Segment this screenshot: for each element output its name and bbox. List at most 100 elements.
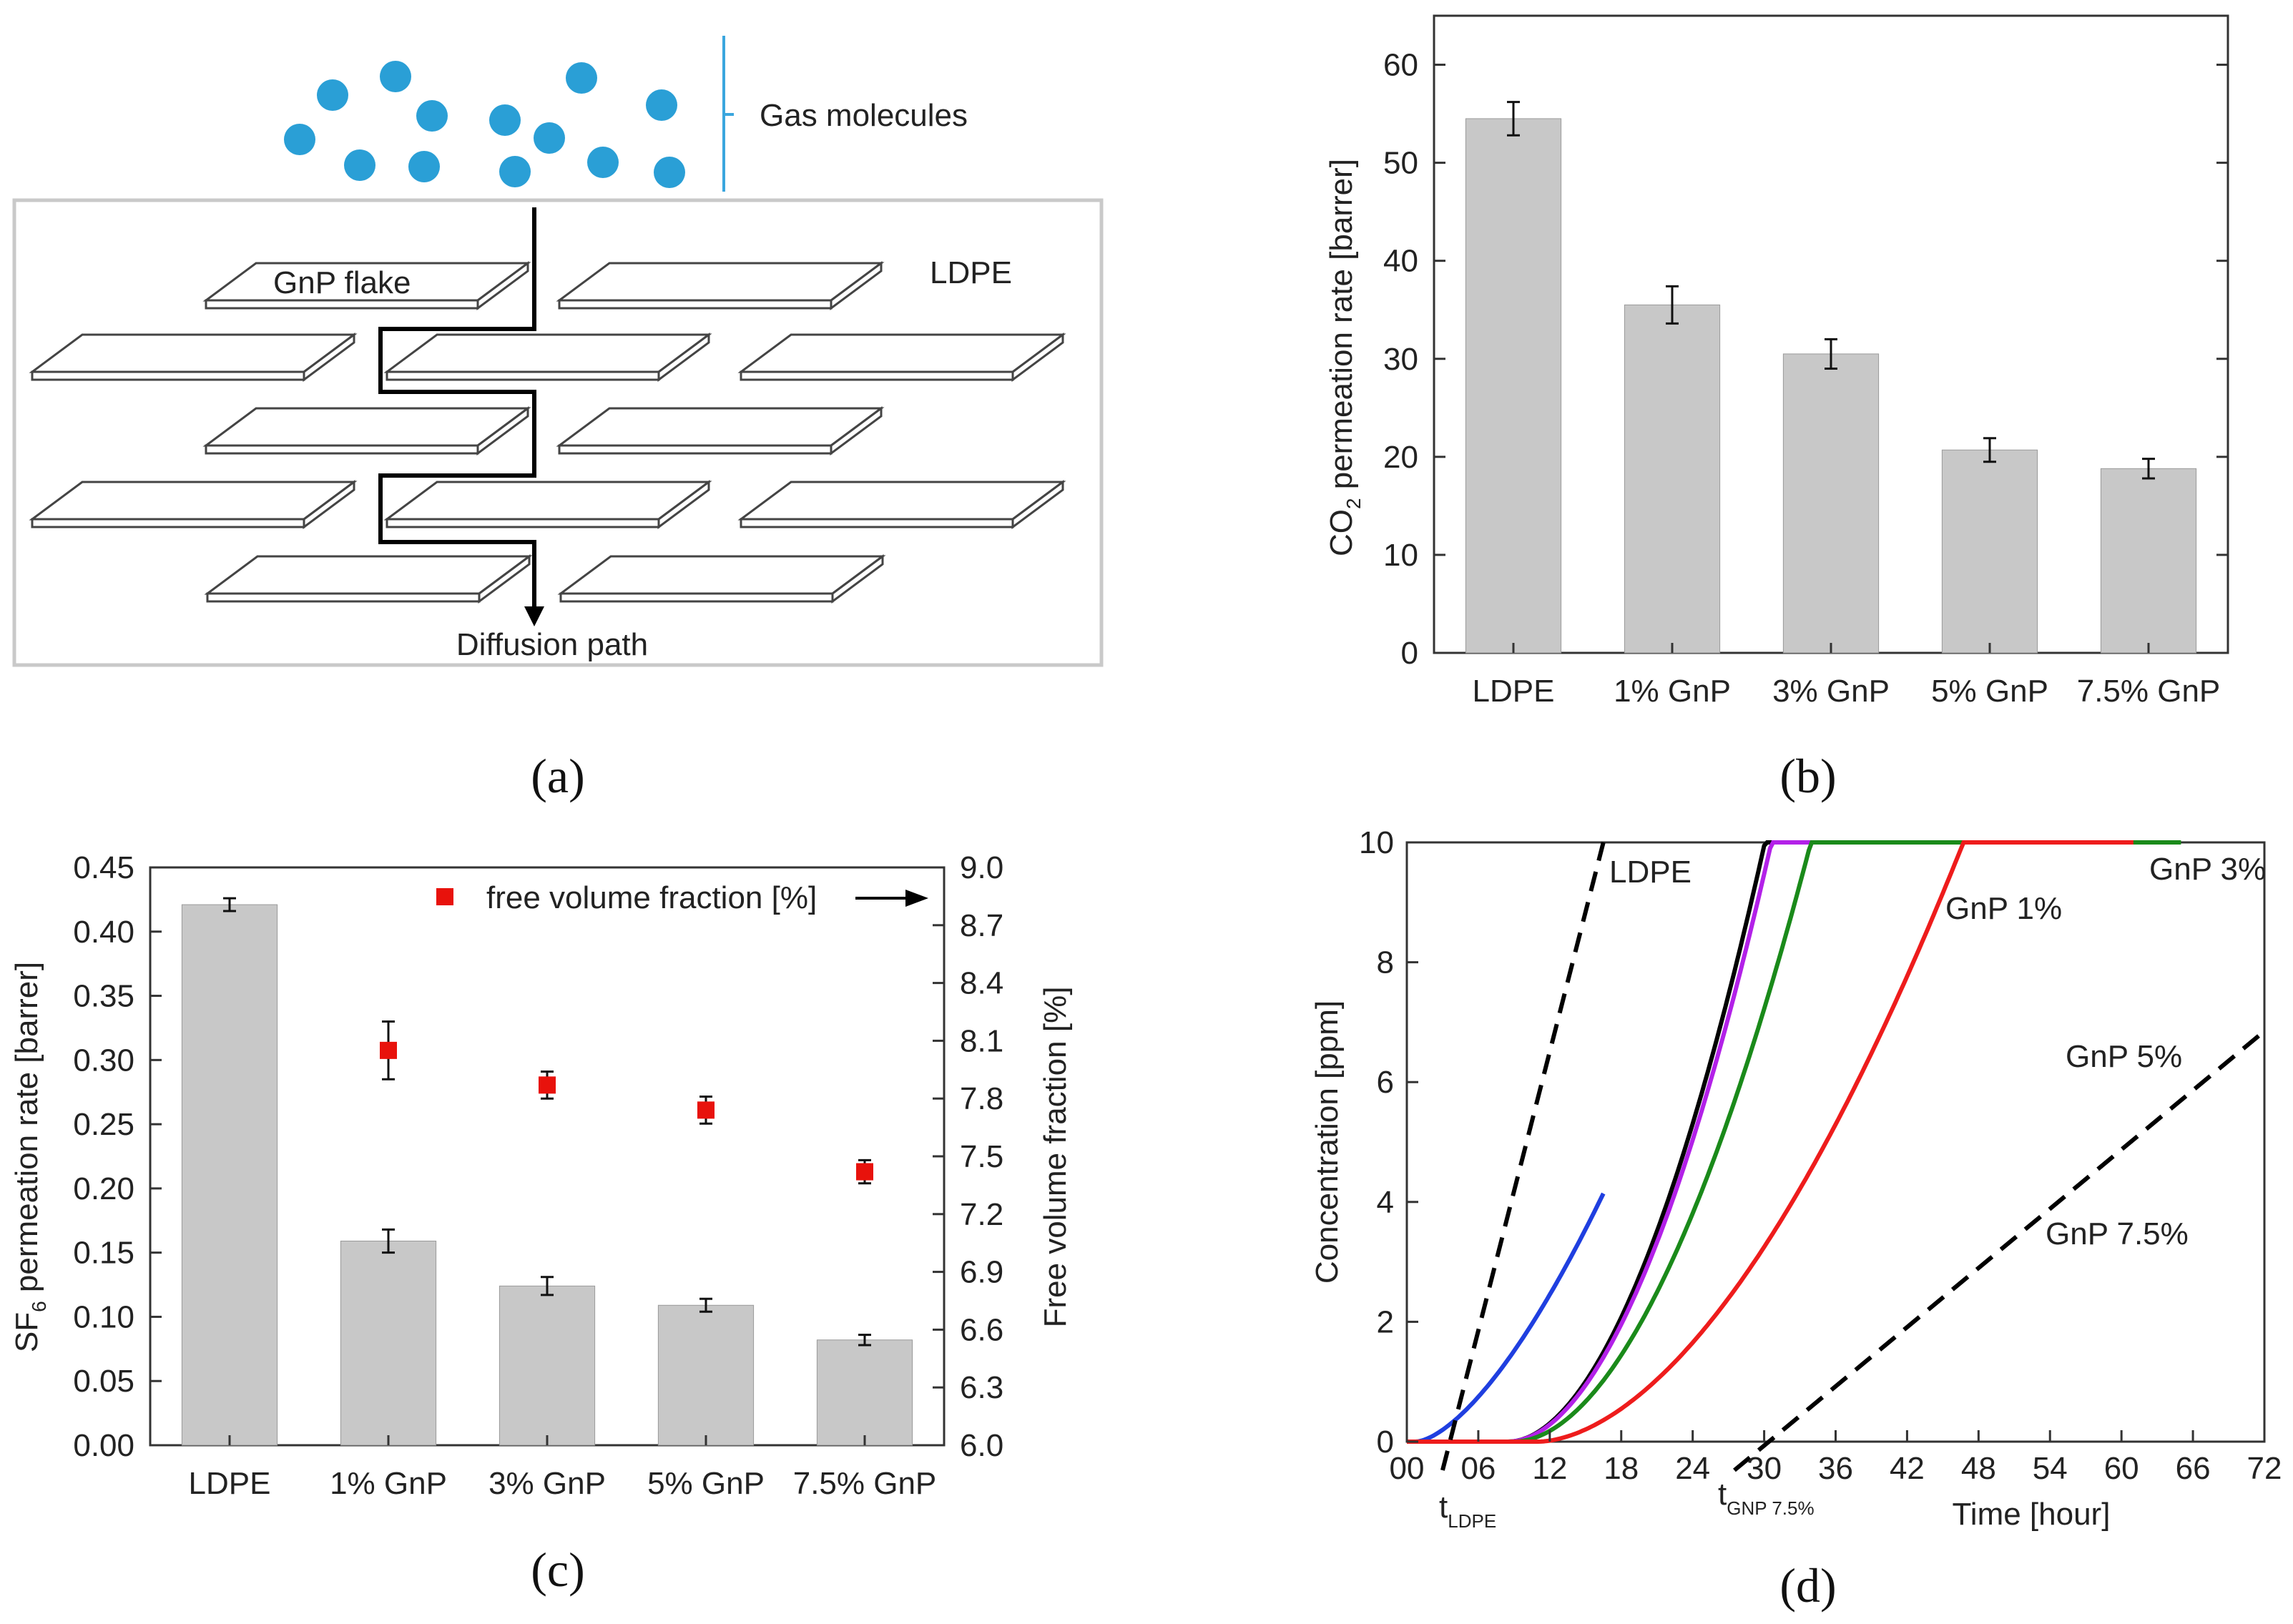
lag-gnp75-sub: GNP 7.5% [1727, 1497, 1814, 1519]
gas-molecule-icon [344, 149, 375, 181]
panel-c-sf6-chart: 0.00 0.05 0.10 0.15 0.20 0.25 0.30 0.35 0.40 0.45… [9, 850, 1073, 1597]
gas-molecule-icon [587, 147, 619, 178]
asymptote-line [1733, 1029, 2266, 1472]
x-tick-label: 1% GnP [1614, 674, 1731, 709]
y-tick-label: 10 [1383, 538, 1418, 573]
chart-c-free-volume-points [380, 1020, 873, 1185]
gnp-flakes [29, 261, 1066, 604]
ldpe-matrix-label: LDPE [930, 255, 1012, 290]
y-tick-label: 0.25 [73, 1107, 134, 1142]
y-tick-label: 0 [1401, 636, 1418, 671]
chart-d-x-ticks: 00 06 12 18 24 30 36 42 48 54 60 66 72 [1390, 1430, 2282, 1486]
bar-1 [1465, 118, 1562, 654]
y-tick-label: 0 [1377, 1424, 1394, 1460]
y-tick-label: 4 [1377, 1185, 1394, 1220]
y2-tick-label: 7.8 [960, 1081, 1003, 1116]
y-tick-label: 8 [1377, 945, 1394, 980]
panel-label-a: (a) [531, 749, 584, 803]
asymptote-line [1440, 842, 1606, 1471]
chart-c-x-labels: LDPE 1% GnP 3% GnP 5% GnP 7.5% GnP [189, 1435, 937, 1501]
y2-tick-label: 7.2 [960, 1197, 1003, 1232]
bar-4 [1941, 449, 2038, 654]
x-tick-label: 54 [2033, 1451, 2068, 1486]
fvf-point-2 [380, 1041, 397, 1059]
gas-molecule-icon [654, 157, 685, 188]
curve-ldpe [1407, 1192, 1606, 1444]
gas-molecule-icon [489, 104, 521, 136]
series-label: GnP 7.5% [2046, 1216, 2189, 1251]
y-tick-label: 0.45 [73, 850, 134, 885]
diffusion-path-line [378, 207, 536, 611]
y2-tick-label: 8.1 [960, 1023, 1003, 1058]
lag-time-label-gnp75: tGNP 7.5% [1718, 1477, 1815, 1519]
lag-ldpe-main: t [1439, 1490, 1448, 1525]
chart-d-plot-frame [1405, 841, 2266, 1443]
y-tick-label: 10 [1359, 825, 1394, 860]
gnp-flake [204, 554, 533, 604]
gas-molecules [284, 61, 685, 188]
y-tick-label: 0.40 [73, 915, 134, 950]
gas-molecule-icon [284, 124, 315, 155]
y-tick-label: 60 [1383, 48, 1418, 83]
bar-5 [2100, 468, 2197, 654]
x-tick-label: 5% GnP [647, 1466, 765, 1501]
diffusion-path-arrowhead [524, 606, 544, 626]
gas-molecule-icon [380, 61, 411, 92]
gas-molecule-icon [646, 89, 677, 121]
gnp-flake [202, 261, 531, 310]
x-tick-label: 06 [1460, 1451, 1496, 1486]
x-tick-label: 60 [2104, 1451, 2139, 1486]
chart-b-x-labels: LDPE 1% GnP 3% GnP 5% GnP 7.5% GnP [1473, 643, 2220, 709]
chart-b-y-axis-label: CO2 permeation rate [barrer] [1324, 159, 1365, 556]
y2-tick-label: 6.9 [960, 1255, 1003, 1290]
curve-gnp-1- [1407, 840, 2140, 1444]
x-tick-label: 00 [1390, 1451, 1425, 1486]
bar-5 [816, 1339, 913, 1446]
chart-b-ylabel-main: CO [1324, 509, 1359, 556]
x-tick-label: 3% GnP [1772, 674, 1890, 709]
y-tick-label: 0.15 [73, 1236, 134, 1271]
x-tick-label: 7.5% GnP [793, 1466, 937, 1501]
x-tick-label: LDPE [189, 1466, 271, 1501]
y-tick-label: 20 [1383, 440, 1418, 475]
panel-label-b: (b) [1779, 749, 1836, 803]
x-tick-label: 1% GnP [330, 1466, 447, 1501]
curve-gnp-3- [1407, 840, 2151, 1444]
gnp-flake [737, 333, 1066, 382]
x-tick-label: 72 [2247, 1451, 2282, 1486]
chart-b-y-ticks: 0 10 20 30 40 50 60 [1383, 48, 2228, 671]
x-tick-label: 3% GnP [488, 1466, 606, 1501]
y-tick-label: 50 [1383, 146, 1418, 181]
chart-d-y-axis-label: Concentration [ppm] [1310, 1000, 1345, 1284]
gas-molecule-icon [499, 156, 531, 187]
bar-1 [181, 904, 278, 1446]
series-label: LDPE [1609, 855, 1691, 890]
chart-b-ylabel-sub: 2 [1342, 498, 1365, 509]
x-tick-label: 42 [1890, 1451, 1925, 1486]
gnp-flake [556, 261, 885, 310]
chart-c-legend-marker [436, 888, 453, 905]
chart-d-curves [1407, 840, 2181, 1444]
x-tick-label: 12 [1532, 1451, 1567, 1486]
y2-tick-label: 8.4 [960, 966, 1003, 1001]
gnp-flake [202, 406, 531, 456]
chart-d-tangents [1440, 842, 2266, 1472]
gnp-flake [383, 333, 712, 382]
gas-molecule-icon [566, 62, 597, 94]
chart-c-bars [181, 897, 913, 1446]
chart-d-x-axis-label: Time [hour] [1953, 1497, 2111, 1532]
x-tick-label: 30 [1747, 1451, 1782, 1486]
panel-label-d: (d) [1779, 1558, 1836, 1613]
gnp-flake [29, 333, 358, 382]
chart-c-ylabel-main: SF [9, 1312, 44, 1352]
gnp-flake [556, 406, 885, 456]
diffusion-path-label: Diffusion path [456, 627, 648, 662]
gnp-flake-label: GnP flake [273, 265, 411, 300]
series-label: GnP 5% [2066, 1039, 2182, 1074]
gas-molecule-icon [317, 79, 348, 111]
y-tick-label: 6 [1377, 1065, 1394, 1100]
curve-gnp-5- [1407, 840, 2181, 1444]
y2-tick-label: 7.5 [960, 1139, 1003, 1174]
